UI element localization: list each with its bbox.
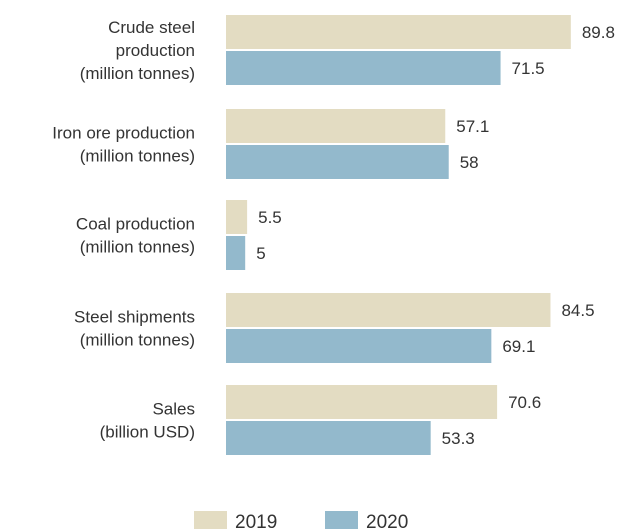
- value-label: 69.1: [502, 337, 535, 356]
- value-label: 5: [256, 244, 265, 263]
- bar-2019-4: [226, 385, 498, 419]
- category-label: (million tonnes): [80, 147, 195, 166]
- category-label: Crude steel: [108, 18, 195, 37]
- category-label: Steel shipments: [74, 308, 195, 327]
- value-label: 84.5: [561, 301, 594, 320]
- category-labels: Crude steel production (million tonnes) Iro…: [52, 18, 195, 442]
- bars: [226, 15, 571, 455]
- value-label: 70.6: [508, 393, 541, 412]
- category-label: Coal production: [76, 215, 195, 234]
- value-labels: 89.8 71.5 57.1 58 5.5 5 84.5 69.1 70.6 53.3: [256, 23, 615, 448]
- category-label: production: [116, 41, 195, 60]
- bar-2020-3: [226, 329, 492, 363]
- bar-2019-2: [226, 200, 248, 234]
- value-label: 89.8: [582, 23, 615, 42]
- category-label: (billion USD): [100, 423, 195, 442]
- value-label: 58: [460, 153, 479, 172]
- category-label: (million tonnes): [80, 64, 195, 83]
- bar-2019-0: [226, 15, 571, 49]
- category-label: Sales: [152, 400, 195, 419]
- bar-2020-0: [226, 51, 501, 85]
- bar-2020-4: [226, 421, 431, 455]
- legend: 2019 2020: [194, 511, 408, 529]
- bar-2019-3: [226, 293, 551, 327]
- category-label: (million tonnes): [80, 238, 195, 257]
- value-label: 71.5: [512, 59, 545, 78]
- category-label: (million tonnes): [80, 331, 195, 350]
- category-label: Iron ore production: [52, 124, 195, 143]
- value-label: 57.1: [456, 117, 489, 136]
- bar-2020-1: [226, 145, 449, 179]
- legend-label: 2020: [366, 512, 408, 529]
- legend-swatch-2020: [325, 511, 358, 529]
- legend-swatch-2019: [194, 511, 227, 529]
- legend-label: 2019: [235, 512, 277, 529]
- value-label: 5.5: [258, 208, 282, 227]
- value-label: 53.3: [442, 429, 475, 448]
- bar-2020-2: [226, 236, 246, 270]
- bar-2019-1: [226, 109, 446, 143]
